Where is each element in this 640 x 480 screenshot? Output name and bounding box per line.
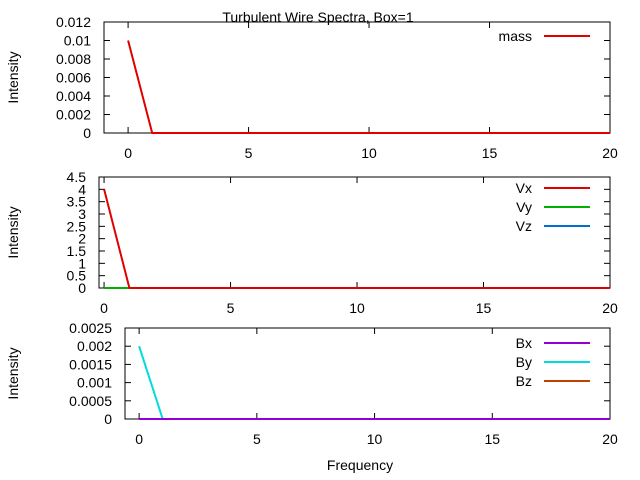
- y-tick-label: 0.01: [64, 33, 91, 49]
- x-tick-label: 10: [349, 300, 365, 316]
- plot-frame: [124, 327, 611, 420]
- x-tick-label: 5: [227, 300, 235, 316]
- y-axis-label: Intensity: [5, 347, 21, 399]
- x-tick-label: 10: [361, 145, 377, 161]
- y-axis-label: Intensity: [5, 51, 21, 103]
- x-tick-label: 0: [135, 431, 143, 447]
- y-tick-label: 0.008: [56, 51, 91, 67]
- x-tick-label: 15: [476, 300, 492, 316]
- y-tick-label: 0.001: [77, 375, 112, 391]
- y-tick-label: 3.5: [67, 194, 87, 210]
- x-tick-label: 20: [602, 431, 618, 447]
- series-line-by: [138, 345, 610, 420]
- legend-label: By: [516, 354, 532, 370]
- y-tick-label: 4.5: [67, 169, 87, 185]
- y-tick-label: 0.004: [56, 88, 91, 104]
- plot-frame: [98, 176, 611, 289]
- x-tick-label: 0: [100, 300, 108, 316]
- panel-mass: 0 0.002 0.004 0.006 0.008 0.01 0.012 0 5 10 15 20 In…: [5, 14, 618, 161]
- legend-label: Vx: [516, 180, 532, 196]
- x-tick-label: 10: [367, 431, 383, 447]
- legend-label: Bx: [516, 335, 532, 351]
- legend-label: Bz: [516, 373, 532, 389]
- legend-label: mass: [499, 28, 532, 44]
- x-tick-label: 15: [482, 145, 498, 161]
- plot-frame: [103, 21, 611, 134]
- y-tick-label: 1: [78, 255, 86, 271]
- panel-magnetic: 0 0.0005 0.001 0.0015 0.002 0.0025 0 5 10 15 20 Int…: [5, 320, 618, 447]
- legend-label: Vy: [516, 199, 532, 215]
- y-tick-label: 2.5: [67, 218, 87, 234]
- x-tick-label: 0: [124, 145, 132, 161]
- y-tick-label: 3: [78, 206, 86, 222]
- y-tick-label: 0.012: [56, 14, 91, 30]
- series-line-vx: [103, 189, 610, 289]
- y-tick-label: 0: [104, 411, 112, 427]
- y-tick-label: 0: [83, 125, 91, 141]
- y-tick-label: 4: [78, 181, 86, 197]
- y-tick-label: 2: [78, 231, 86, 247]
- x-tick-label: 15: [484, 431, 500, 447]
- y-tick-label: 1.5: [67, 243, 87, 259]
- x-tick-label: 20: [602, 145, 618, 161]
- y-axis-label: Intensity: [5, 206, 21, 258]
- y-tick-label: 0: [78, 280, 86, 296]
- x-tick-label: 5: [245, 145, 253, 161]
- series-line-mass: [127, 40, 610, 134]
- y-tick-label: 0.0025: [69, 320, 112, 336]
- panel-velocity: 00.511.522.533.544.50 5 10 15 20IntensityVxV…: [5, 169, 618, 316]
- x-tick-label: 20: [602, 300, 618, 316]
- y-tick-label: 0.006: [56, 70, 91, 86]
- y-tick-label: 0.5: [67, 268, 87, 284]
- y-tick-label: 0.0005: [69, 393, 112, 409]
- figure-title: Turbulent Wire Spectra, Box=1: [222, 9, 414, 25]
- y-tick-label: 0.0015: [69, 356, 112, 372]
- legend-label: Vz: [516, 218, 532, 234]
- y-tick-label: 0.002: [77, 338, 112, 354]
- y-tick-label: 0.002: [56, 107, 91, 123]
- x-axis-label: Frequency: [327, 457, 393, 473]
- x-tick-label: 5: [253, 431, 261, 447]
